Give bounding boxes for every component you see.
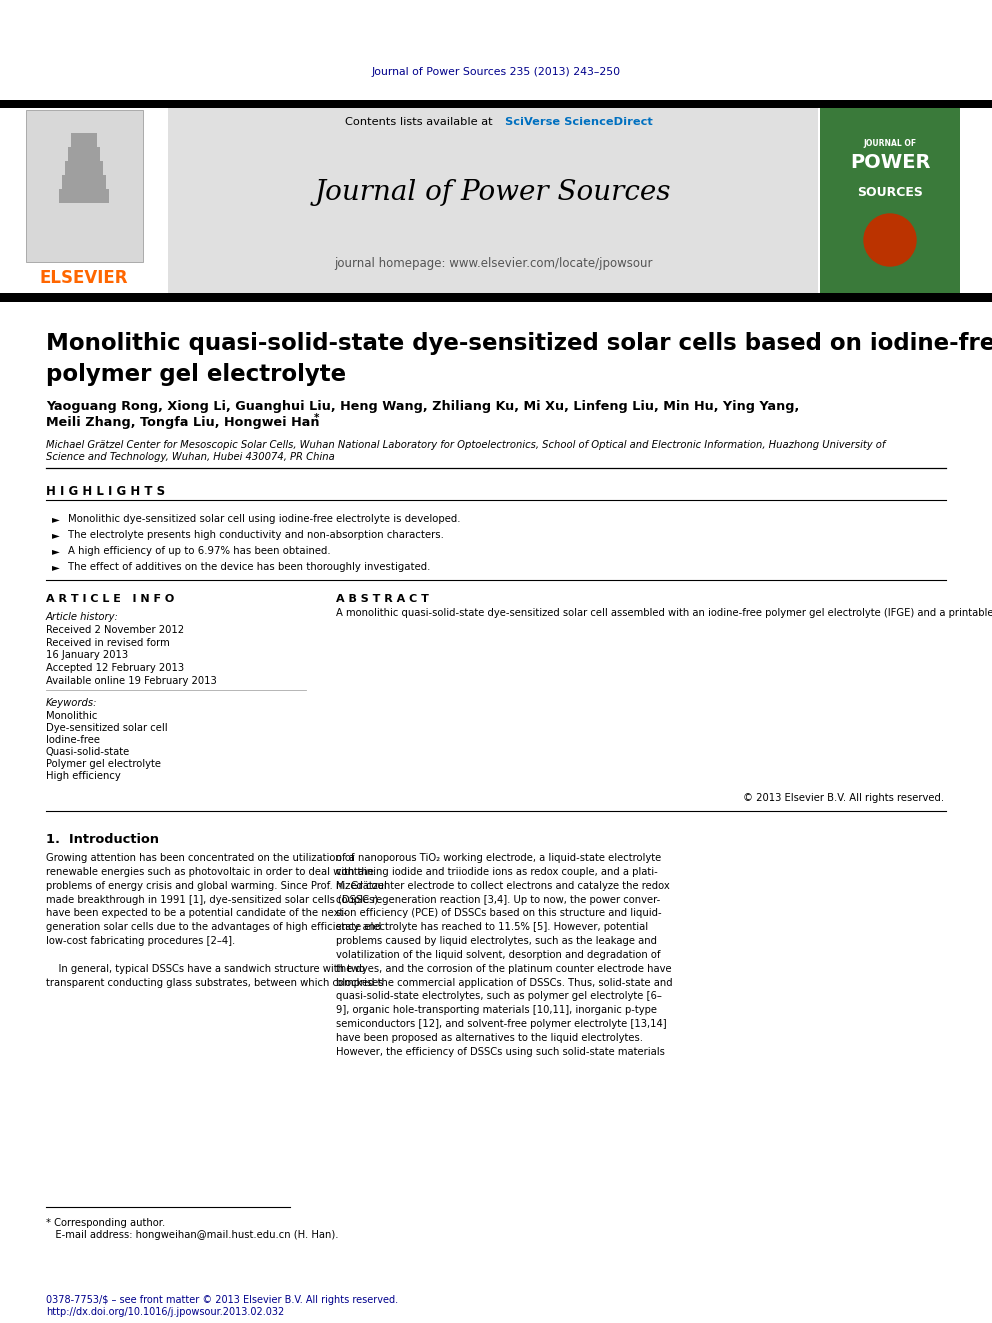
Text: polymer gel electrolyte: polymer gel electrolyte xyxy=(46,363,346,386)
Text: Received in revised form: Received in revised form xyxy=(46,638,170,648)
Text: ELSEVIER: ELSEVIER xyxy=(40,269,128,287)
Bar xyxy=(59,189,109,202)
Text: Growing attention has been concentrated on the utilization of
renewable energies: Growing attention has been concentrated … xyxy=(46,853,387,987)
Text: High efficiency: High efficiency xyxy=(46,771,121,781)
Bar xyxy=(71,134,97,147)
Text: SOURCES: SOURCES xyxy=(857,185,923,198)
Text: Keywords:: Keywords: xyxy=(46,699,97,708)
Bar xyxy=(26,110,143,262)
Text: Dye-sensitized solar cell: Dye-sensitized solar cell xyxy=(46,722,168,733)
Text: The effect of additives on the device has been thoroughly investigated.: The effect of additives on the device ha… xyxy=(68,562,431,572)
Text: A B S T R A C T: A B S T R A C T xyxy=(336,594,429,605)
Text: 1.  Introduction: 1. Introduction xyxy=(46,833,159,845)
Text: ►: ► xyxy=(52,562,60,572)
Text: Monolithic: Monolithic xyxy=(46,710,97,721)
Text: SciVerse ScienceDirect: SciVerse ScienceDirect xyxy=(505,116,653,127)
Text: JOURNAL OF: JOURNAL OF xyxy=(863,139,917,147)
Text: © 2013 Elsevier B.V. All rights reserved.: © 2013 Elsevier B.V. All rights reserved… xyxy=(743,792,944,803)
Text: E-mail address: hongweihan@mail.hust.edu.cn (H. Han).: E-mail address: hongweihan@mail.hust.edu… xyxy=(46,1230,338,1240)
Text: A R T I C L E   I N F O: A R T I C L E I N F O xyxy=(46,594,175,605)
Circle shape xyxy=(864,214,916,266)
Text: http://dx.doi.org/10.1016/j.jpowsour.2013.02.032: http://dx.doi.org/10.1016/j.jpowsour.201… xyxy=(46,1307,285,1316)
Text: Contents lists available at: Contents lists available at xyxy=(345,116,496,127)
Text: Meili Zhang, Tongfa Liu, Hongwei Han: Meili Zhang, Tongfa Liu, Hongwei Han xyxy=(46,415,319,429)
Bar xyxy=(62,175,106,189)
Text: Yaoguang Rong, Xiong Li, Guanghui Liu, Heng Wang, Zhiliang Ku, Mi Xu, Linfeng Li: Yaoguang Rong, Xiong Li, Guanghui Liu, H… xyxy=(46,400,800,413)
Text: Article history:: Article history: xyxy=(46,613,119,622)
Text: Science and Technology, Wuhan, Hubei 430074, PR China: Science and Technology, Wuhan, Hubei 430… xyxy=(46,452,334,462)
Text: Iodine-free: Iodine-free xyxy=(46,736,100,745)
Text: ►: ► xyxy=(52,531,60,540)
Text: Polymer gel electrolyte: Polymer gel electrolyte xyxy=(46,759,161,769)
Text: ►: ► xyxy=(52,546,60,556)
Bar xyxy=(168,108,818,295)
Bar xyxy=(0,101,992,108)
Text: Accepted 12 February 2013: Accepted 12 February 2013 xyxy=(46,663,185,673)
Text: Available online 19 February 2013: Available online 19 February 2013 xyxy=(46,676,216,687)
Text: A high efficiency of up to 6.97% has been obtained.: A high efficiency of up to 6.97% has bee… xyxy=(68,546,330,556)
Bar xyxy=(68,147,100,161)
Text: *: * xyxy=(314,413,319,423)
Text: H I G H L I G H T S: H I G H L I G H T S xyxy=(46,486,165,497)
Text: Michael Grätzel Center for Mesoscopic Solar Cells, Wuhan National Laboratory for: Michael Grätzel Center for Mesoscopic So… xyxy=(46,441,886,450)
Text: Journal of Power Sources: Journal of Power Sources xyxy=(314,179,672,205)
Text: The electrolyte presents high conductivity and non-absorption characters.: The electrolyte presents high conductivi… xyxy=(68,531,443,540)
Text: Quasi-solid-state: Quasi-solid-state xyxy=(46,747,130,757)
Text: A monolithic quasi-solid-state dye-sensitized solar cell assembled with an iodin: A monolithic quasi-solid-state dye-sensi… xyxy=(336,609,992,618)
Text: Journal of Power Sources 235 (2013) 243–250: Journal of Power Sources 235 (2013) 243–… xyxy=(371,67,621,77)
Bar xyxy=(65,161,103,175)
Text: Monolithic dye-sensitized solar cell using iodine-free electrolyte is developed.: Monolithic dye-sensitized solar cell usi… xyxy=(68,515,460,524)
Text: POWER: POWER xyxy=(850,153,930,172)
Text: Received 2 November 2012: Received 2 November 2012 xyxy=(46,624,185,635)
Bar xyxy=(0,292,992,302)
Text: of a nanoporous TiO₂ working electrode, a liquid-state electrolyte
containing io: of a nanoporous TiO₂ working electrode, … xyxy=(336,853,673,1057)
Text: ►: ► xyxy=(52,515,60,524)
Text: 16 January 2013: 16 January 2013 xyxy=(46,650,128,660)
Text: Monolithic quasi-solid-state dye-sensitized solar cells based on iodine-free: Monolithic quasi-solid-state dye-sensiti… xyxy=(46,332,992,355)
Text: journal homepage: www.elsevier.com/locate/jpowsour: journal homepage: www.elsevier.com/locat… xyxy=(333,257,653,270)
Text: * Corresponding author.: * Corresponding author. xyxy=(46,1218,166,1228)
Text: 0378-7753/$ – see front matter © 2013 Elsevier B.V. All rights reserved.: 0378-7753/$ – see front matter © 2013 El… xyxy=(46,1295,398,1304)
Bar xyxy=(820,108,960,295)
